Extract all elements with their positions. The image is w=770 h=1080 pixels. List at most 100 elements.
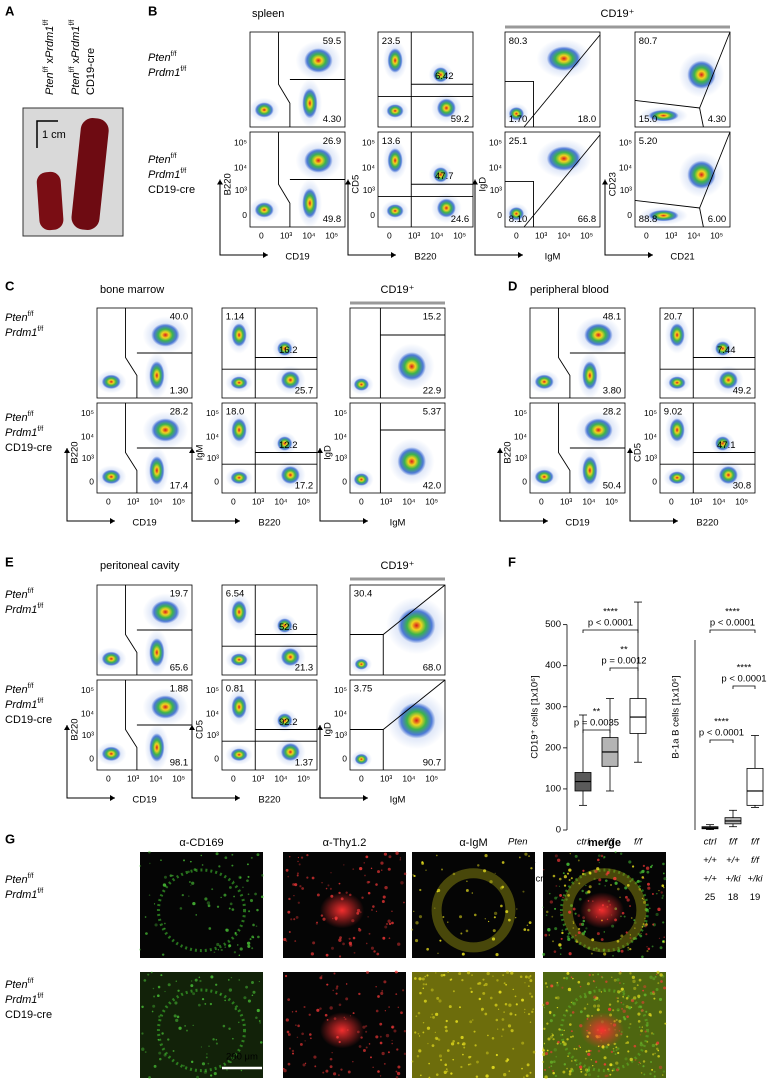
signal <box>484 982 488 987</box>
signal <box>503 1073 507 1077</box>
signal <box>365 855 369 859</box>
signal <box>549 1035 553 1039</box>
signal <box>152 1004 156 1008</box>
signal <box>528 855 530 857</box>
signal <box>525 1074 529 1078</box>
signal <box>294 883 298 887</box>
signal <box>178 1026 182 1030</box>
signal <box>215 983 218 986</box>
gene: Prdm1 <box>70 26 82 58</box>
population <box>280 743 300 761</box>
signal <box>397 1006 400 1009</box>
x-tick-label: 0 <box>669 496 674 506</box>
signal <box>287 875 290 878</box>
signal <box>164 990 166 993</box>
signal <box>207 904 211 907</box>
signal <box>558 943 562 947</box>
population <box>277 713 293 728</box>
gate <box>278 132 291 227</box>
signal <box>658 937 661 940</box>
allele: f/f <box>37 888 43 895</box>
signal <box>338 955 342 958</box>
signal <box>228 1027 231 1030</box>
signal <box>580 922 585 926</box>
signal <box>213 1072 217 1076</box>
signal <box>438 1054 443 1058</box>
signal <box>544 982 548 985</box>
gate-value: 50.4 <box>603 480 622 491</box>
signal <box>579 1046 581 1049</box>
signal <box>655 988 659 991</box>
signal <box>434 1031 436 1033</box>
signal <box>159 1057 162 1061</box>
signal <box>617 1047 620 1050</box>
signal <box>572 907 576 911</box>
signal <box>388 937 391 940</box>
signal <box>597 1075 600 1078</box>
signal <box>161 1032 164 1035</box>
signal <box>544 1052 549 1056</box>
signal <box>286 1030 290 1034</box>
allele: f/f <box>171 51 177 58</box>
panel-letter: G <box>5 831 15 846</box>
signal <box>370 1056 372 1059</box>
population <box>231 418 247 442</box>
signal <box>551 915 554 918</box>
signal <box>655 892 658 895</box>
x-tick-label: 10⁵ <box>297 773 310 783</box>
signal <box>600 975 603 978</box>
axis-arrow <box>219 179 268 256</box>
signal <box>503 1011 505 1013</box>
signal <box>566 935 570 939</box>
genotype-line: Prdm1f/f <box>5 326 43 339</box>
signal <box>663 986 667 990</box>
signal <box>529 992 532 995</box>
gate-value: 6.54 <box>226 589 245 600</box>
signal <box>570 1036 572 1038</box>
signal <box>452 1058 455 1061</box>
signal <box>293 918 296 921</box>
signal <box>481 1009 483 1012</box>
y-tick-label: 10⁵ <box>362 138 375 148</box>
signal <box>501 1028 505 1031</box>
signal <box>514 916 517 919</box>
signal <box>601 976 604 979</box>
signal <box>625 1005 629 1009</box>
signal <box>508 1003 512 1007</box>
signal <box>331 946 334 950</box>
signal <box>563 1029 565 1032</box>
y-tick-label: 10⁵ <box>206 408 219 418</box>
signal <box>582 916 586 920</box>
signal <box>425 869 427 872</box>
signal <box>597 1049 601 1053</box>
signal <box>381 1051 385 1056</box>
x-tick-label: 10⁴ <box>712 496 725 506</box>
signal <box>586 1068 591 1072</box>
signal <box>233 951 237 954</box>
signal <box>239 876 242 879</box>
signal <box>489 880 493 884</box>
signal <box>603 931 606 933</box>
axis-arrow <box>629 448 678 522</box>
signal <box>475 1075 479 1078</box>
panel-a-photo <box>22 107 124 237</box>
population <box>302 88 318 119</box>
signal <box>484 854 488 858</box>
gate-value: 28.2 <box>170 407 189 418</box>
signal <box>478 997 482 1001</box>
population <box>151 600 180 624</box>
signal <box>651 1043 656 1048</box>
y-tick-label: 0 <box>370 210 375 220</box>
gate-value: 25.7 <box>295 385 314 396</box>
bracket <box>709 629 756 633</box>
signal <box>309 1033 312 1036</box>
signal <box>619 852 623 855</box>
population <box>433 167 449 183</box>
signal <box>612 1050 615 1052</box>
gate-value: 48.1 <box>603 312 622 323</box>
signal <box>621 911 625 915</box>
signal <box>608 1003 612 1006</box>
y-tick-label: 100 <box>545 783 561 794</box>
signal <box>293 894 295 897</box>
signal <box>649 991 654 996</box>
